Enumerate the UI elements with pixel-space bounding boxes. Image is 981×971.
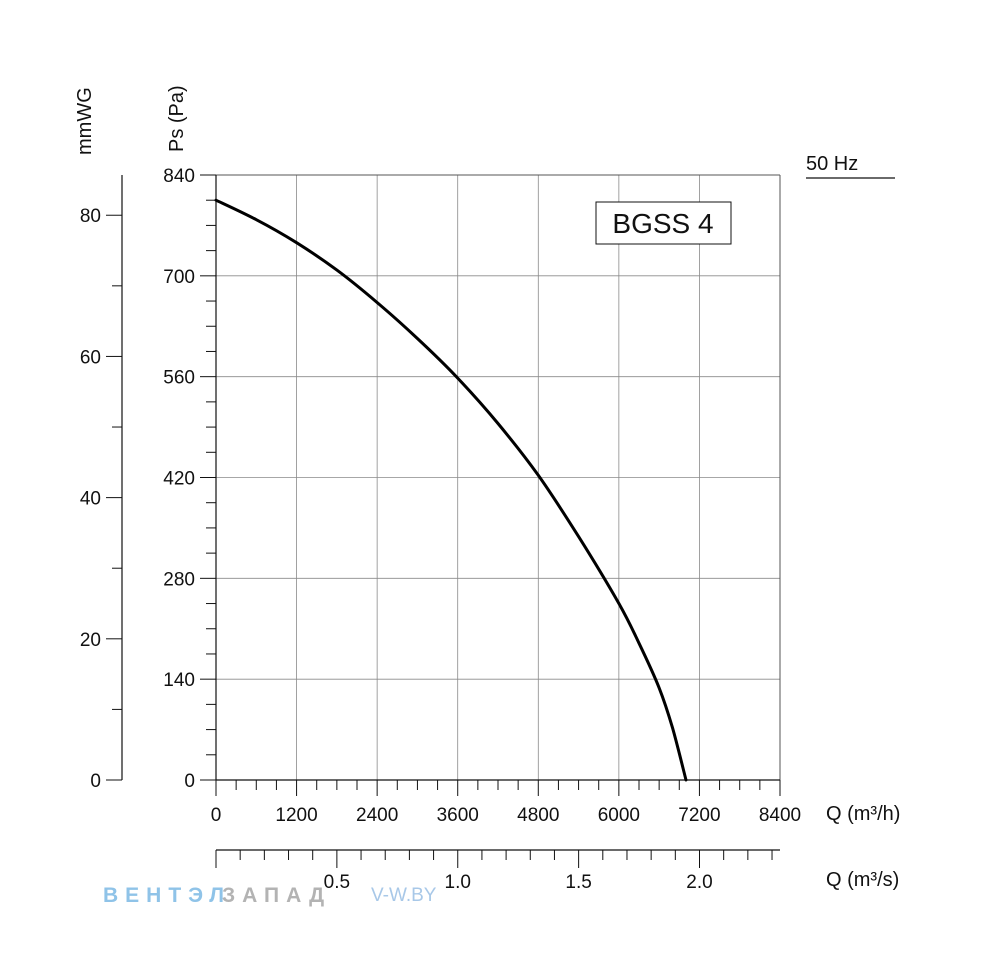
axes	[106, 174, 781, 868]
x-primary-tick-label: 2400	[356, 805, 398, 826]
x-primary-tick-label: 8400	[759, 805, 801, 826]
y-secondary-tick-label: 0	[90, 771, 101, 792]
x-primary-tick-label: 4800	[517, 805, 559, 826]
x-secondary-tick-label: 1.5	[565, 872, 591, 893]
y-primary-tick-label: 840	[163, 166, 195, 187]
x-primary-tick-label: 1200	[275, 805, 317, 826]
y-secondary-tick-label: 20	[80, 630, 101, 651]
model-title-box	[595, 201, 732, 245]
series-layer	[214, 198, 688, 782]
y-primary-axis-title: Ps (Pa)	[166, 85, 188, 152]
y-secondary-tick-label: 80	[80, 206, 101, 227]
x-secondary-tick-label: 0.5	[324, 872, 350, 893]
x-secondary-axis-title: Q (m³/s)	[826, 869, 899, 891]
y-primary-tick-label: 560	[163, 368, 195, 389]
watermark-brand-part2: ЗАПАД	[222, 884, 331, 907]
y-secondary-tick-label: 60	[80, 347, 101, 368]
y-primary-tick-label: 280	[163, 569, 195, 590]
grid	[216, 175, 780, 780]
y-primary-tick-label: 700	[163, 267, 195, 288]
x-primary-tick-label: 0	[211, 805, 222, 826]
model-title: BGSS 4	[612, 208, 713, 239]
watermark-brand-part1: ВЕНТЭЛ	[103, 884, 231, 907]
x-primary-axis-title: Q (m³/h)	[826, 803, 900, 825]
x-secondary-tick-label: 2.0	[686, 872, 712, 893]
y-secondary-tick-label: 40	[80, 489, 101, 510]
y-secondary-axis-title: mmWG	[74, 87, 96, 155]
x-secondary-tick-label: 1.0	[445, 872, 471, 893]
y-primary-tick-label: 420	[163, 469, 195, 490]
watermark-site: V-W.BY	[371, 885, 437, 906]
frequency-label: 50 Hz	[806, 153, 858, 175]
x-primary-tick-label: 3600	[437, 805, 479, 826]
series-curve-bgss-4	[214, 198, 688, 782]
x-primary-tick-label: 6000	[598, 805, 640, 826]
x-primary-tick-label: 7200	[678, 805, 720, 826]
y-primary-tick-label: 140	[163, 670, 195, 691]
y-primary-tick-label: 0	[184, 771, 195, 792]
